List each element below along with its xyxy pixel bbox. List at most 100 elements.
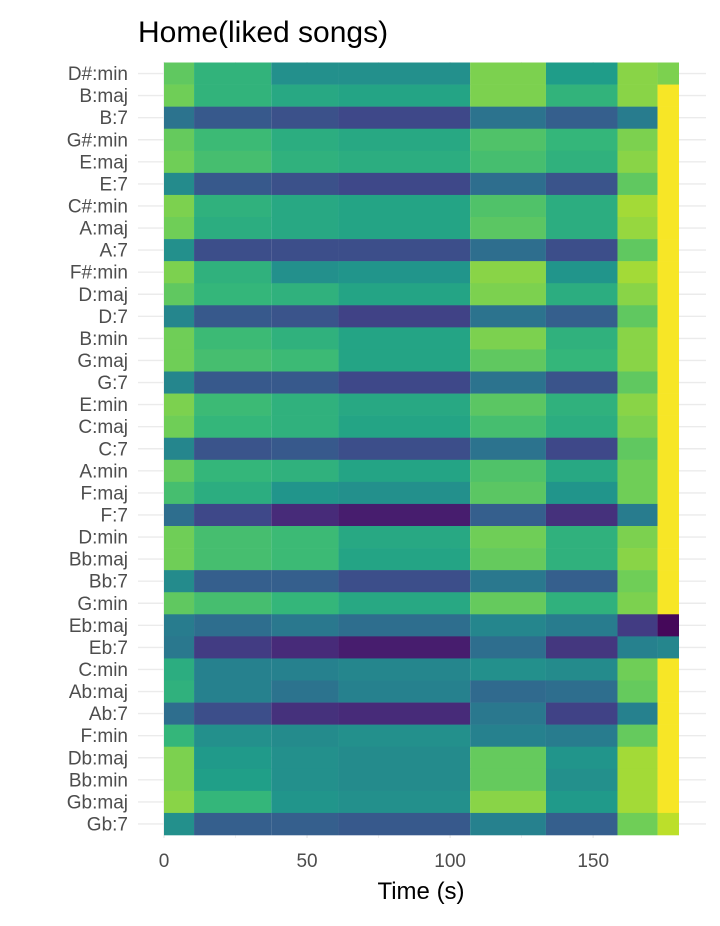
x-axis-label: Time (s)	[377, 878, 464, 905]
heatmap-cell	[657, 592, 679, 615]
heatmap-cell	[194, 84, 272, 107]
y-tick-label: F:min	[81, 726, 129, 747]
heatmap-cell	[657, 768, 679, 792]
heatmap-cell	[338, 526, 471, 549]
heatmap-cell	[545, 680, 618, 703]
heatmap-cell	[271, 812, 339, 836]
heatmap-cell	[271, 239, 339, 262]
heatmap-cell	[545, 526, 618, 549]
heatmap-cell	[657, 570, 679, 593]
heatmap-cell	[617, 393, 658, 416]
heatmap-cell	[617, 658, 658, 681]
heatmap-cell	[617, 261, 658, 284]
heatmap-cell	[194, 106, 272, 130]
heatmap-cell	[657, 217, 679, 240]
heatmap-cell	[271, 548, 339, 571]
heatmap-cell	[271, 393, 339, 416]
heatmap-cell	[470, 194, 546, 218]
heatmap-cell	[338, 503, 471, 527]
heatmap-cell	[164, 62, 195, 85]
heatmap-cell	[164, 526, 195, 549]
heatmap-cell	[271, 680, 339, 703]
heatmap-cell	[194, 614, 272, 637]
heatmap-cell	[194, 217, 272, 240]
heatmap-cell	[194, 680, 272, 703]
heatmap-cell	[164, 503, 195, 527]
heatmap-cell	[164, 393, 195, 416]
heatmap-cell	[164, 283, 195, 306]
heatmap-cell	[545, 636, 618, 659]
y-tick-label: Gb:maj	[67, 792, 128, 813]
heatmap-cell	[545, 570, 618, 593]
heatmap-cell	[657, 746, 679, 770]
heatmap-cell	[338, 768, 471, 792]
heatmap-cell	[338, 283, 471, 306]
heatmap-cell	[545, 724, 618, 748]
y-tick-label: E:min	[79, 395, 128, 416]
heatmap-cell	[271, 327, 339, 350]
y-tick-label: F:maj	[81, 483, 129, 504]
heatmap-cell	[657, 106, 679, 130]
heatmap-cell	[338, 437, 471, 461]
heatmap-cell	[194, 371, 272, 394]
y-tick-label: E:maj	[79, 152, 128, 173]
heatmap-cell	[271, 150, 339, 174]
heatmap-cell	[271, 768, 339, 792]
heatmap-cell	[164, 349, 195, 372]
heatmap-cell	[271, 62, 339, 85]
x-tick-label: 100	[434, 851, 466, 872]
heatmap-cell	[545, 194, 618, 218]
heatmap-cell	[617, 62, 658, 85]
chart-title: Home(liked songs)	[138, 16, 388, 49]
heatmap-cell	[271, 790, 339, 814]
heatmap-cell	[194, 548, 272, 571]
heatmap-cell	[271, 746, 339, 770]
heatmap-cell	[164, 371, 195, 394]
heatmap-cell	[271, 437, 339, 461]
heatmap-cell	[271, 724, 339, 748]
heatmap-cell	[657, 62, 679, 85]
y-tick-label: Db:maj	[68, 748, 128, 769]
heatmap-cell	[545, 437, 618, 461]
heatmap-cell	[194, 746, 272, 770]
y-tick-label: F:7	[101, 505, 128, 526]
heatmap-cell	[338, 790, 471, 814]
heatmap-cell	[545, 658, 618, 681]
heatmap-cell	[617, 592, 658, 615]
heatmap-cell	[338, 239, 471, 262]
heatmap-cell	[657, 305, 679, 328]
heatmap-cell	[271, 371, 339, 394]
heatmap-cell	[194, 658, 272, 681]
heatmap-cell	[164, 812, 195, 836]
y-tick-label: D:7	[98, 307, 128, 328]
heatmap-cell	[545, 349, 618, 372]
heatmap-cell	[194, 503, 272, 527]
heatmap-cell	[657, 658, 679, 681]
heatmap-cell	[470, 106, 546, 130]
heatmap-cell	[545, 261, 618, 284]
heatmap-cell	[545, 503, 618, 527]
heatmap-cell	[194, 62, 272, 85]
heatmap-cell	[338, 305, 471, 328]
heatmap-cell	[657, 548, 679, 571]
heatmap-cell	[338, 150, 471, 174]
heatmap-cell	[164, 570, 195, 593]
heatmap-cell	[338, 261, 471, 284]
heatmap-cell	[164, 239, 195, 262]
heatmap-cell	[194, 526, 272, 549]
heatmap-cell	[338, 548, 471, 571]
heatmap-cell	[194, 194, 272, 218]
heatmap-cell	[470, 261, 546, 284]
heatmap-cell	[164, 128, 195, 152]
heatmap-cell	[470, 84, 546, 107]
heatmap-cell	[617, 526, 658, 549]
heatmap-cell	[194, 415, 272, 439]
heatmap-cell	[657, 128, 679, 152]
heatmap-cell	[338, 62, 471, 85]
y-tick-label: B:min	[79, 329, 128, 350]
heatmap-cell	[164, 724, 195, 748]
heatmap-cell	[271, 349, 339, 372]
heatmap-cell	[470, 680, 546, 703]
heatmap-cell	[657, 503, 679, 527]
heatmap-cell	[338, 592, 471, 615]
